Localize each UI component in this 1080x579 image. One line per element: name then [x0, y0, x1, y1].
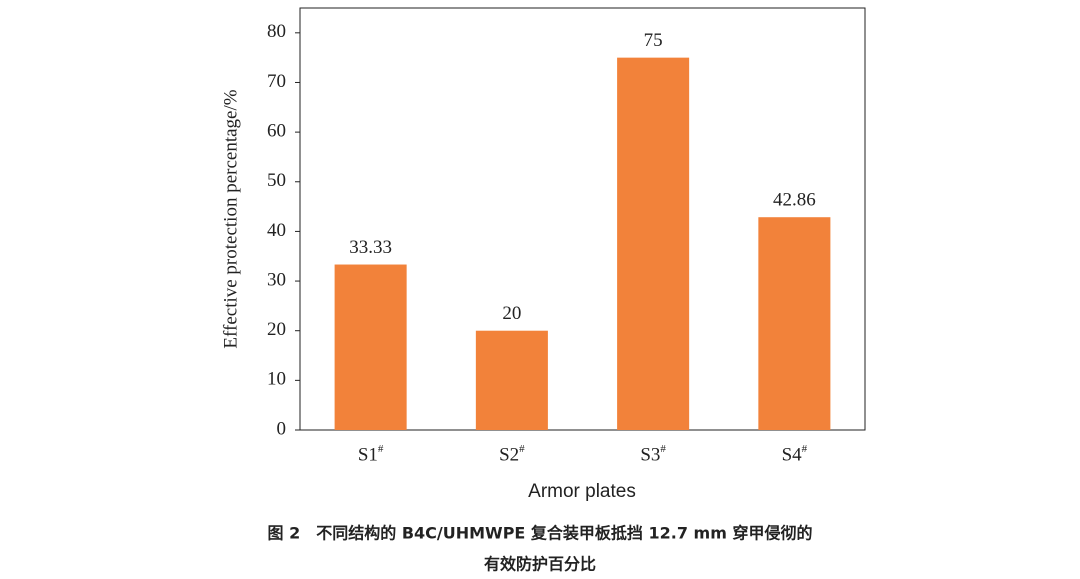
y-tick-label: 20 — [267, 319, 286, 340]
y-tick-label: 10 — [267, 369, 286, 390]
caption-line: 图 2 不同结构的 B4C/UHMWPE 复合装甲板抵挡 12.7 mm 穿甲侵… — [268, 524, 813, 543]
x-tick-label: S4# — [782, 443, 808, 466]
y-tick-label: 30 — [267, 269, 286, 290]
y-axis-label: Effective protection percentage/% — [220, 89, 241, 348]
x-tick-label: S2# — [499, 443, 525, 466]
x-tick-label: S3# — [640, 443, 666, 466]
y-tick-label: 40 — [267, 220, 286, 241]
y-tick-label: 70 — [267, 71, 286, 92]
x-tick-label: S1# — [358, 443, 384, 466]
x-axis-label: Armor plates — [528, 481, 636, 502]
bar — [334, 264, 407, 430]
value-label: 33.33 — [349, 237, 392, 258]
value-label: 20 — [502, 303, 521, 324]
bar — [758, 217, 831, 430]
caption-line: 有效防护百分比 — [484, 555, 596, 574]
value-label: 75 — [644, 30, 663, 51]
value-label: 42.86 — [773, 190, 816, 211]
y-tick-label: 80 — [267, 21, 286, 42]
bar — [617, 57, 690, 430]
y-tick-label: 60 — [267, 120, 286, 141]
y-tick-label: 0 — [277, 418, 287, 439]
plot-frame — [299, 7, 866, 431]
y-tick-label: 50 — [267, 170, 286, 191]
bar — [475, 330, 548, 430]
